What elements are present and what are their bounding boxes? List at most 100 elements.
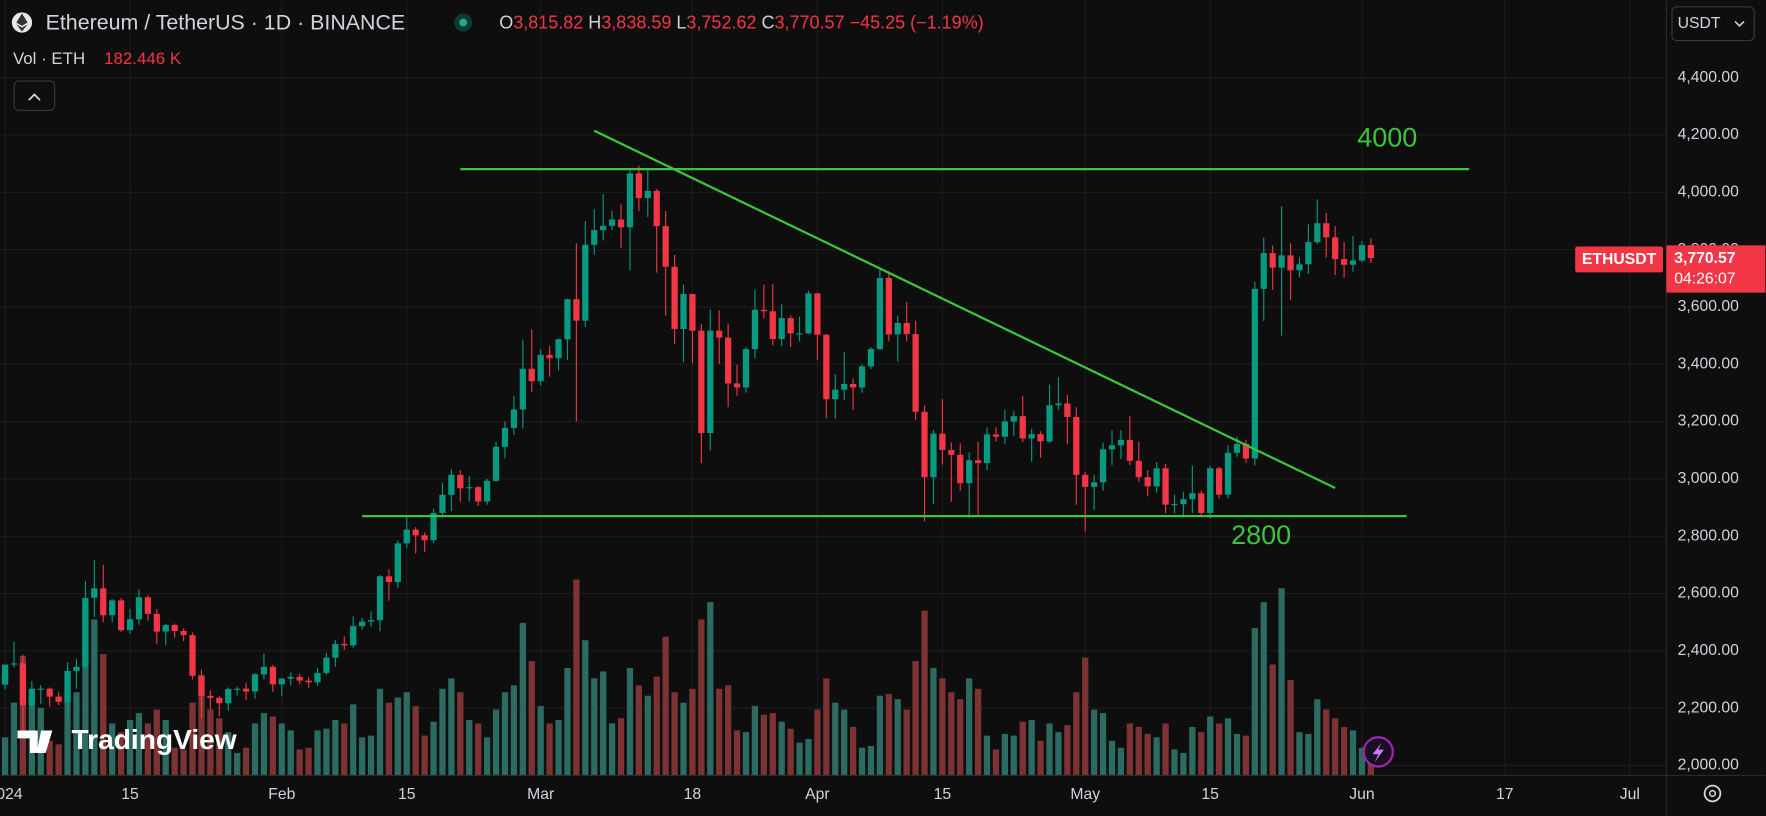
candle-body [1028,434,1035,439]
volume-bar [626,667,634,776]
candle-body [332,643,339,658]
settings-button[interactable] [1703,784,1722,803]
candle-body [546,354,553,359]
lightning-button[interactable] [1362,736,1394,768]
x-tick-label: Feb [268,786,295,803]
candle-body [680,294,687,329]
y-tick-label: 3,400.00 [1678,355,1740,372]
x-tick-label: 15 [398,786,416,803]
candle-body [1099,449,1107,483]
candle-body [608,219,616,226]
candle-body [82,597,89,667]
volume-bar [966,678,973,776]
volume-bar [1358,747,1366,776]
candle-body [787,318,794,334]
candle-body [796,333,803,335]
volume-bar [1135,726,1142,776]
volume-bar [1162,723,1169,776]
logo-text: TradingView [72,724,237,755]
trend-line [593,129,1336,490]
candle-body [439,494,446,513]
candle-body [1117,439,1125,446]
x-tick-label: Jul [1620,786,1640,803]
volume-bar [832,702,839,776]
volume-bar [82,602,89,776]
volume-bar [1171,749,1178,776]
volume-bar [91,619,98,776]
volume-bar [600,671,607,776]
volume-bar [1278,588,1285,776]
y-tick-label: 3,600.00 [1678,298,1740,315]
candle-body [600,225,607,231]
candle-body [91,588,98,598]
volume-bar [1099,713,1107,776]
volume-bar [849,726,857,776]
candle-body [126,619,134,631]
price-tag-countdown: 04:26:07 [1674,270,1735,287]
candle-body [1037,434,1044,442]
eth-glyph [16,13,28,32]
candle-body [921,411,928,478]
candle-body [359,621,366,627]
candle-body [109,600,116,616]
candle-body [823,334,830,400]
volume-bar [974,688,982,776]
candle-body [430,512,437,541]
volume-bar [992,749,1000,776]
volume-bar [341,723,348,776]
candle-body [573,299,580,321]
candle-body [858,366,866,388]
l-label: L [676,12,686,32]
volume-bar [930,667,937,776]
candle-body [100,588,107,616]
volume-bar [1296,732,1303,776]
candle-body [1296,264,1303,271]
candle-body [385,576,393,583]
volume-bar [912,661,919,776]
y-tick-label: 4,000.00 [1678,183,1740,200]
candle-body [234,688,241,690]
volume-bar [760,714,767,776]
volume-bar [1332,718,1339,776]
volume-bar [242,747,250,776]
candle-body [644,190,651,199]
volume-bar [55,744,62,776]
currency-button[interactable]: USDT [1671,6,1755,42]
volume-bar [1323,709,1330,776]
candle-body [537,354,544,382]
volume-bar [251,723,259,776]
candle-body [1073,416,1080,475]
x-tick-label: 17 [1496,786,1514,803]
collapse-button[interactable] [13,80,56,111]
volume-bar [510,685,518,776]
y-tick-label: 3,000.00 [1678,470,1740,487]
y-tick-label: 4,200.00 [1678,126,1740,143]
candle-body [528,368,535,382]
volume-bar [644,695,651,776]
candle-body [46,688,53,697]
volume-bar [564,667,571,776]
volume-bar [733,730,741,776]
volume-bar [1091,709,1098,776]
candle-body [314,672,321,683]
volume-bar [1305,733,1312,776]
h-label: H [588,12,601,32]
volume-bar [1180,752,1187,776]
candle-body [957,454,964,484]
high-value: 3,838.59 [601,12,671,32]
candle-body [1162,468,1169,505]
volume-bar [367,735,375,776]
volume-bar [135,713,143,776]
volume-bar [716,688,723,776]
candle-body [492,446,500,481]
volume-bar [189,702,196,776]
candle-body [341,643,348,646]
y-tick-label: 3,200.00 [1678,413,1740,430]
currency-label: USDT [1678,15,1721,32]
volume-bar [1,737,9,776]
ohlc-legend: O3,815.82 H3,838.59 L3,752.62 C3,770.57 … [499,12,984,32]
candle-body [198,675,205,696]
candle-body [501,427,509,447]
candle-body [305,680,312,683]
